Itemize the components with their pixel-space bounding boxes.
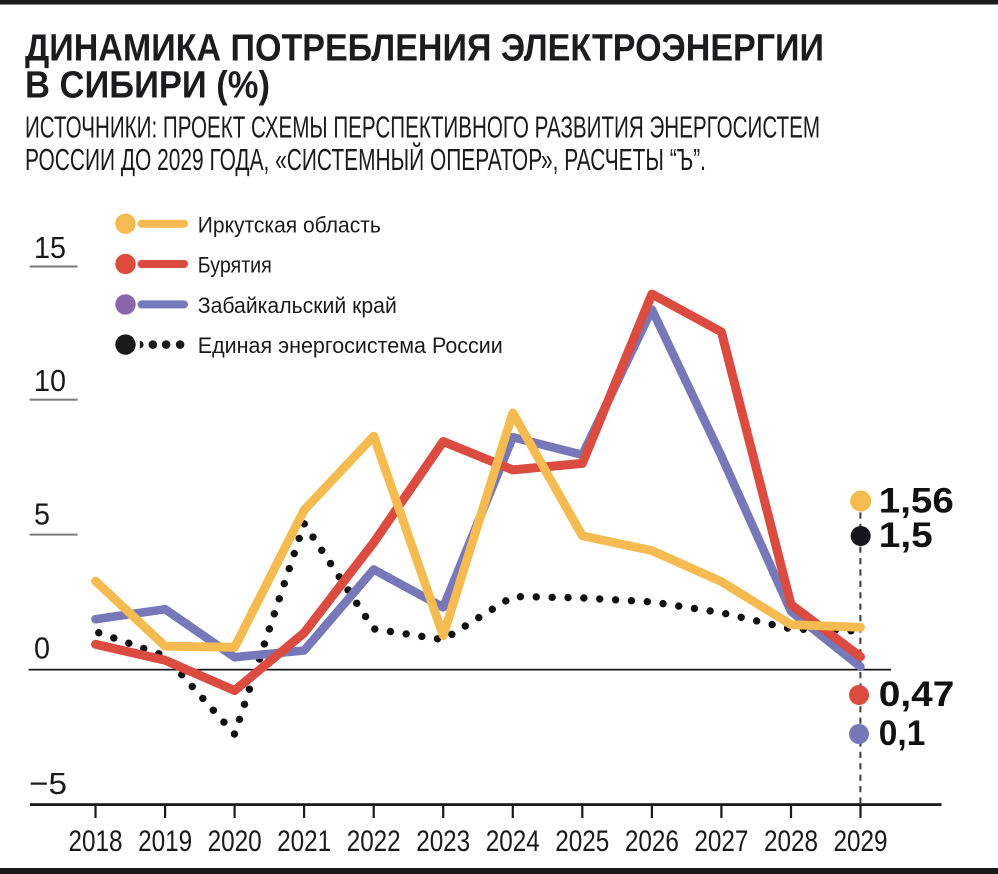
svg-text:ИСТОЧНИКИ: ПРОЕКТ СХЕМЫ ПЕРСПЕ: ИСТОЧНИКИ: ПРОЕКТ СХЕМЫ ПЕРСПЕКТИВНОГО Р…: [25, 109, 820, 144]
svg-text:2027: 2027: [694, 825, 748, 858]
svg-text:0,1: 0,1: [879, 713, 926, 753]
svg-text:2028: 2028: [764, 825, 818, 858]
svg-text:2020: 2020: [208, 825, 262, 858]
svg-text:10: 10: [34, 363, 66, 398]
svg-text:ДИНАМИКА ПОТРЕБЛЕНИЯ ЭЛЕКТРОЭН: ДИНАМИКА ПОТРЕБЛЕНИЯ ЭЛЕКТРОЭНЕРГИИ: [25, 27, 824, 69]
svg-text:Бурятия: Бурятия: [198, 253, 272, 278]
svg-text:2024: 2024: [486, 825, 540, 858]
svg-text:2022: 2022: [347, 825, 401, 858]
svg-text:Забайкальский край: Забайкальский край: [198, 293, 397, 318]
svg-text:−5: −5: [29, 766, 67, 801]
svg-text:В СИБИРИ (%): В СИБИРИ (%): [25, 64, 270, 106]
svg-text:РОССИИ ДО 2029 ГОДА, «СИСТЕМНЫ: РОССИИ ДО 2029 ГОДА, «СИСТЕМНЫЙ ОПЕРАТОР…: [25, 141, 706, 177]
svg-text:2029: 2029: [834, 825, 888, 858]
svg-text:2025: 2025: [555, 825, 609, 858]
svg-text:0,47: 0,47: [879, 674, 955, 714]
svg-text:2019: 2019: [138, 825, 192, 858]
svg-text:2026: 2026: [625, 825, 679, 858]
svg-text:2023: 2023: [416, 825, 470, 858]
svg-text:0: 0: [34, 631, 50, 666]
svg-text:2018: 2018: [69, 825, 123, 858]
svg-text:5: 5: [34, 496, 50, 531]
svg-text:2021: 2021: [277, 825, 331, 858]
svg-text:Иркутская область: Иркутская область: [198, 212, 381, 237]
svg-text:1,56: 1,56: [879, 481, 954, 521]
svg-text:1,5: 1,5: [879, 515, 933, 555]
svg-text:15: 15: [34, 230, 66, 265]
svg-text:Единая энергосистема России: Единая энергосистема России: [198, 333, 503, 358]
